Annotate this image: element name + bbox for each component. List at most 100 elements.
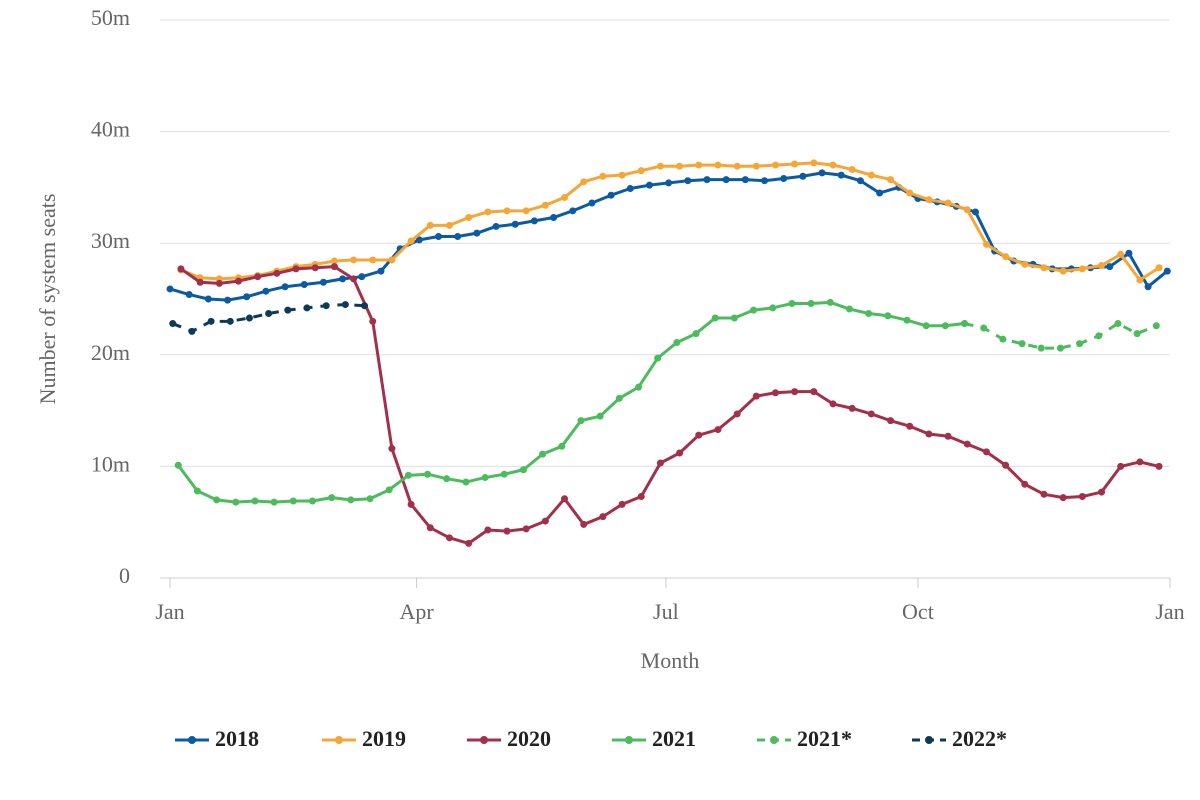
data-point: [174, 461, 182, 469]
legend-marker: [625, 736, 633, 744]
y-tick-label: 30m: [91, 228, 130, 253]
data-point: [618, 500, 626, 508]
data-point: [443, 475, 451, 483]
data-point: [215, 279, 223, 287]
data-point: [270, 498, 278, 506]
data-point: [445, 534, 453, 542]
data-point: [807, 299, 815, 307]
x-tick-label: Jan: [155, 599, 184, 624]
data-point: [829, 400, 837, 408]
data-point: [599, 513, 607, 521]
data-point: [350, 275, 358, 283]
data-point: [330, 257, 338, 265]
legend-label: 2018: [215, 726, 259, 751]
data-point: [407, 500, 415, 508]
data-point: [1125, 249, 1133, 257]
data-point: [1136, 458, 1144, 466]
data-point: [407, 237, 415, 245]
data-point: [1163, 267, 1171, 275]
data-point: [1056, 344, 1064, 352]
data-point: [300, 280, 308, 288]
data-point: [788, 299, 796, 307]
data-point: [262, 287, 270, 295]
data-point: [503, 207, 511, 215]
data-point: [358, 273, 366, 281]
data-point: [673, 339, 681, 347]
legend-label: 2021*: [797, 726, 852, 751]
data-point: [1040, 490, 1048, 498]
data-point: [818, 169, 826, 177]
legend-marker: [335, 736, 343, 744]
data-point: [1098, 488, 1106, 496]
data-point: [1095, 332, 1103, 340]
legend-marker: [480, 736, 488, 744]
data-point: [350, 256, 358, 264]
data-point: [656, 162, 664, 170]
data-point: [561, 193, 569, 201]
data-point: [484, 208, 492, 216]
data-point: [876, 189, 884, 197]
y-tick-label: 50m: [91, 5, 130, 30]
data-point: [1021, 480, 1029, 488]
data-point: [615, 394, 623, 402]
data-point: [837, 171, 845, 179]
data-point: [711, 314, 719, 322]
legend-marker: [770, 736, 778, 744]
legend-marker: [925, 736, 933, 744]
data-point: [322, 302, 330, 310]
data-point: [366, 495, 374, 503]
data-point: [361, 302, 369, 310]
data-point: [1152, 322, 1160, 330]
x-tick-label: Jul: [653, 599, 679, 624]
data-point: [845, 305, 853, 313]
data-point: [1002, 253, 1010, 261]
y-axis-label: Number of system seats: [35, 194, 60, 405]
data-point: [434, 233, 442, 241]
data-point: [944, 432, 952, 440]
data-point: [426, 221, 434, 229]
data-point: [791, 160, 799, 168]
data-point: [714, 426, 722, 434]
data-point: [213, 496, 221, 504]
data-point: [541, 517, 549, 525]
data-point: [925, 430, 933, 438]
data-point: [750, 306, 758, 314]
data-point: [311, 264, 319, 272]
data-point: [645, 181, 653, 189]
data-point: [1155, 462, 1163, 470]
data-point: [462, 478, 470, 486]
data-point: [473, 229, 481, 237]
data-point: [848, 166, 856, 174]
data-point: [289, 497, 297, 505]
data-point: [887, 176, 895, 184]
data-point: [665, 179, 673, 187]
data-point: [188, 327, 196, 335]
data-point: [769, 304, 777, 312]
data-point: [676, 162, 684, 170]
data-point: [695, 431, 703, 439]
data-point: [1002, 461, 1010, 469]
data-point: [196, 278, 204, 286]
data-point: [999, 335, 1007, 343]
data-point: [961, 320, 969, 328]
data-point: [1078, 493, 1086, 501]
data-point: [867, 171, 875, 179]
data-point: [733, 162, 741, 170]
data-point: [607, 191, 615, 199]
data-point: [980, 324, 988, 332]
data-point: [1106, 263, 1114, 271]
data-point: [492, 222, 500, 230]
data-point: [341, 301, 349, 309]
data-point: [752, 392, 760, 400]
data-point: [1098, 262, 1106, 270]
data-point: [730, 314, 738, 322]
data-point: [347, 496, 355, 504]
data-point: [695, 161, 703, 169]
legend-label: 2020: [507, 726, 551, 751]
data-point: [722, 176, 730, 184]
data-point: [465, 539, 473, 547]
data-point: [541, 201, 549, 209]
data-point: [865, 310, 873, 318]
data-point: [166, 285, 174, 293]
